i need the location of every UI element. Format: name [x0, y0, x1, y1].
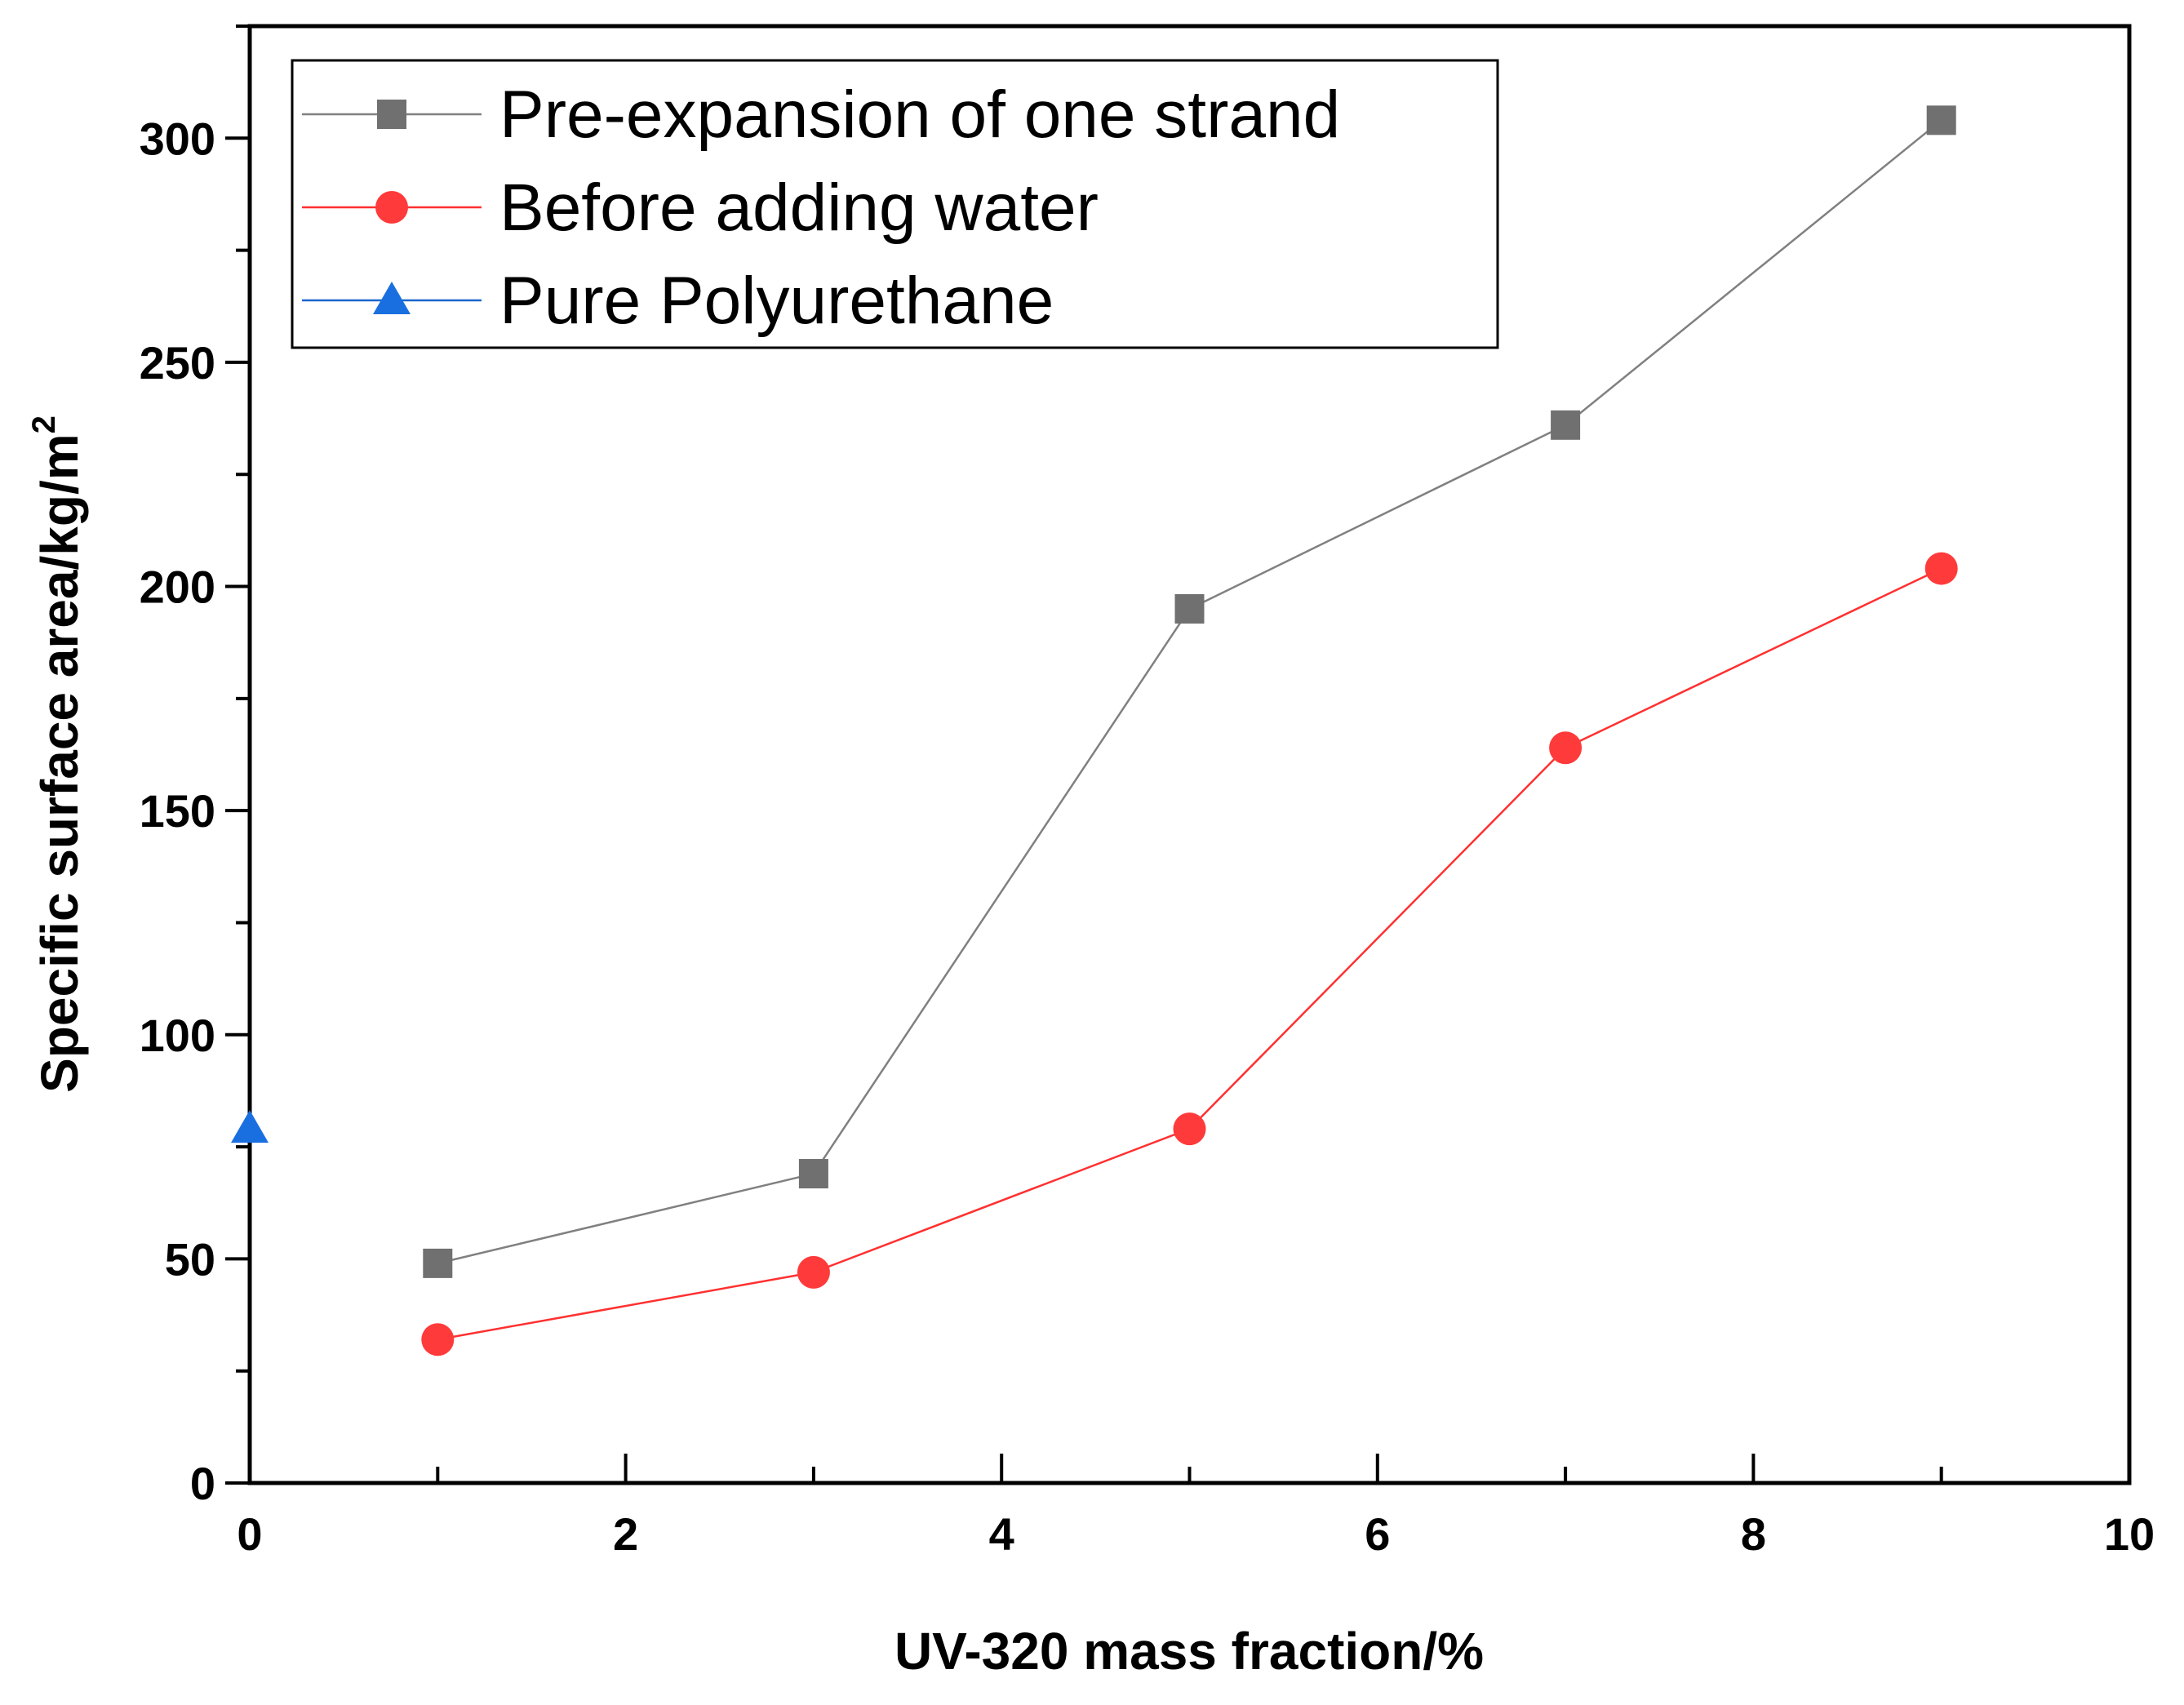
legend-label: Before adding water [499, 171, 1099, 245]
x-tick-label: 6 [1365, 1508, 1390, 1560]
plot-area: 0 2 4 6 8 10 0 50 100 150 200 250 300 [140, 24, 2155, 1560]
y-axis-title: Specific surface area/kg/m2 [26, 415, 89, 1093]
x-axis-title: UV-320 mass fraction/% [894, 1622, 1484, 1681]
data-point [1549, 731, 1583, 765]
data-point [1174, 594, 1205, 624]
series-layer [231, 105, 1958, 1356]
data-point [797, 1255, 830, 1289]
series-line [437, 567, 1942, 1341]
legend-label: Pure Polyurethane [499, 264, 1054, 338]
y-tick-label: 200 [140, 562, 215, 613]
y-axis-ticks: 0 50 100 150 200 250 300 [140, 24, 250, 1509]
y-tick-label: 0 [190, 1458, 215, 1509]
x-tick-label: 10 [2104, 1508, 2155, 1560]
legend-label: Pre-expansion of one strand [499, 78, 1340, 152]
data-point [1173, 1112, 1206, 1146]
legend-frame [291, 59, 1499, 349]
legend: Pre-expansion of one strand Before adding… [291, 59, 1499, 349]
legend-marker [373, 282, 411, 314]
x-tick-label: 8 [1741, 1508, 1766, 1560]
y-axis-title-main: Specific surface area/kg/m [30, 433, 89, 1093]
data-point [1551, 410, 1581, 440]
data-point [798, 1159, 828, 1189]
data-point [1926, 105, 1956, 135]
legend-marker [377, 100, 406, 129]
x-tick-label: 4 [989, 1508, 1014, 1560]
y-axis-title-superscript: 2 [26, 415, 62, 433]
y-tick-label: 100 [140, 1010, 215, 1061]
y-tick-label: 300 [140, 113, 215, 164]
y-tick-label: 150 [140, 785, 215, 837]
series-triangle [231, 1110, 269, 1143]
series-circle [421, 552, 1958, 1356]
x-tick-label: 2 [613, 1508, 638, 1560]
x-axis-ticks: 0 2 4 6 8 10 [237, 1454, 2155, 1560]
legend-marker [375, 191, 408, 224]
series-square [423, 105, 1956, 1278]
data-point [231, 1110, 269, 1143]
y-axis-title-group: Specific surface area/kg/m2 [26, 415, 89, 1093]
y-tick-label: 50 [165, 1233, 215, 1285]
data-point [1924, 552, 1958, 585]
x-tick-label: 0 [237, 1508, 262, 1560]
data-point [423, 1248, 453, 1278]
y-tick-label: 250 [140, 337, 215, 389]
data-point [421, 1323, 455, 1356]
